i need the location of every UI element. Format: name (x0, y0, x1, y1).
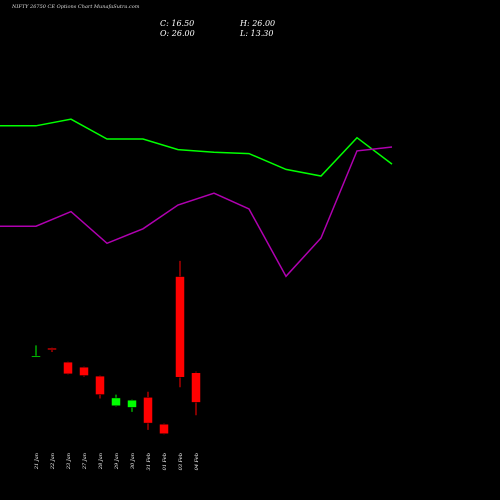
candle-body (175, 276, 185, 378)
x-tick-label: 01 Feb (162, 453, 168, 470)
indicator-lines (0, 118, 393, 278)
x-tick-label: 28 Jan (98, 453, 104, 470)
candle-body (63, 361, 73, 375)
candle-body (143, 397, 153, 424)
x-tick-label: 23 Jan (66, 453, 72, 470)
candle-body (47, 347, 57, 351)
open-value: O: 26.00 (160, 29, 195, 38)
upper-band-line (0, 118, 393, 177)
x-tick-label: 04 Feb (194, 453, 200, 470)
x-tick-label: 03 Feb (178, 453, 184, 470)
close-value: C: 16.50 (160, 19, 195, 28)
x-tick-label: 30 Jan (130, 453, 136, 469)
low-value: L: 13.30 (240, 29, 274, 38)
x-axis-labels: 21 Jan 22 Jan 23 Jan 27 Jan 28 Jan 29 Jan 30 J… (34, 453, 200, 470)
candle-body (127, 399, 137, 408)
lower-band-line (0, 146, 393, 278)
high-value: H: 26.00 (240, 19, 276, 28)
x-tick-label: 27 Jan (82, 453, 88, 470)
x-tick-label: 21 Jan (34, 453, 40, 470)
candle-body (31, 355, 41, 358)
candle-body (111, 397, 121, 407)
x-tick-label: 31 Feb (146, 453, 152, 470)
candle-body (191, 372, 201, 403)
x-tick-label: 22 Jan (50, 453, 56, 470)
chart-title: NIFTY 26750 CE Options Chart MunafaSutra… (12, 4, 140, 10)
candle-body (95, 375, 105, 395)
candle-body (159, 423, 169, 434)
candlestick-series (31, 260, 201, 435)
candle-body (79, 366, 89, 376)
x-tick-label: 29 Jan (114, 453, 120, 470)
